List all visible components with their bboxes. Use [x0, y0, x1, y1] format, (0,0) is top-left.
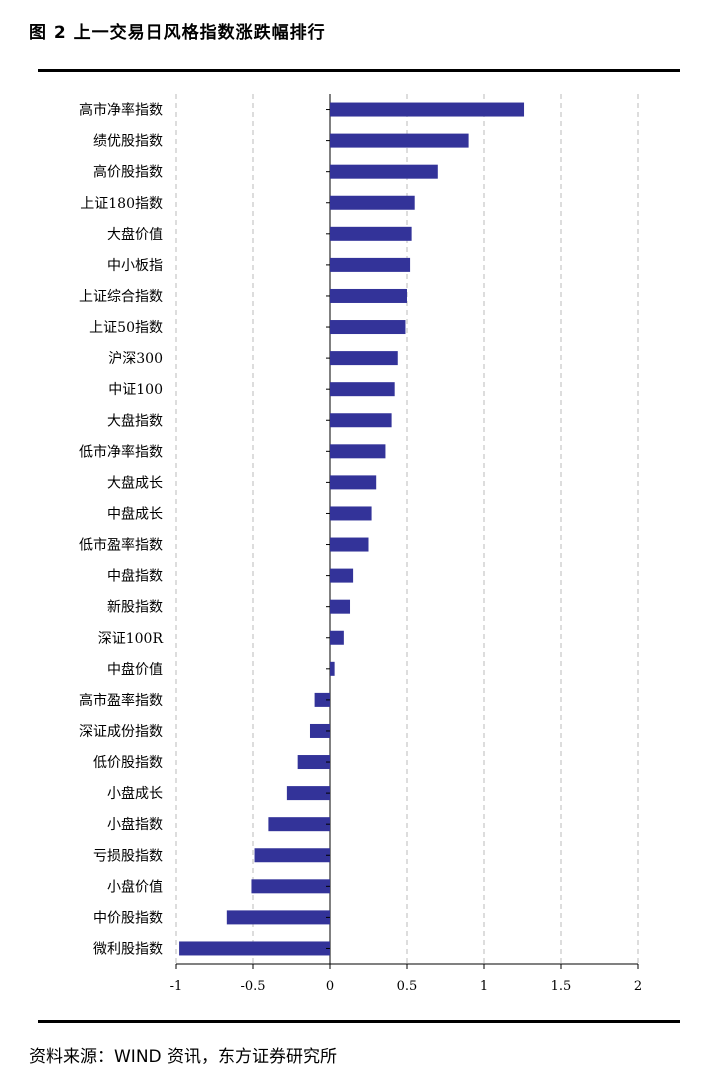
- category-label: 小盘成长: [107, 785, 163, 802]
- bar: [314, 692, 330, 707]
- category-label: 绩优股指数: [93, 134, 163, 150]
- category-label: 中盘价值: [107, 661, 163, 678]
- category-label: 大盘价值: [107, 226, 163, 243]
- bar: [330, 288, 407, 303]
- category-label: 深证100R: [98, 631, 164, 647]
- category-label: 大盘指数: [107, 412, 163, 429]
- bar: [330, 351, 398, 366]
- bar: [330, 568, 354, 583]
- x-tick-label: 1.5: [551, 979, 572, 994]
- category-label: 新股指数: [107, 600, 163, 616]
- category-label: 低价股指数: [93, 755, 163, 771]
- bar: [179, 941, 330, 956]
- bar: [330, 133, 469, 148]
- x-tick-label: -0.5: [240, 979, 265, 994]
- category-label: 中小板指: [107, 258, 163, 274]
- category-label: 高市净率指数: [79, 102, 163, 119]
- category-label: 上证50指数: [89, 320, 163, 336]
- category-label: 中证100: [108, 382, 163, 398]
- bar: [297, 755, 330, 770]
- category-label: 深证成份指数: [79, 724, 163, 740]
- top-divider: [38, 69, 680, 72]
- x-tick-label: 2: [634, 979, 642, 994]
- bar: [330, 226, 412, 241]
- bar: [251, 879, 330, 894]
- x-tick-label: 0: [326, 979, 334, 994]
- bar: [330, 413, 392, 428]
- category-label: 中盘指数: [107, 568, 163, 585]
- category-label: 低市盈率指数: [79, 537, 163, 554]
- bottom-divider: [38, 1020, 680, 1023]
- bar: [309, 723, 330, 738]
- category-label: 小盘指数: [107, 816, 163, 833]
- bar: [330, 320, 406, 335]
- bar: [330, 537, 369, 552]
- category-label: 中盘成长: [107, 505, 163, 522]
- bar: [330, 661, 335, 676]
- bar: [330, 630, 344, 645]
- bar-chart: -1 -0.5 0 0.5 1 1.5 2 高市净率指数绩优股指数高价股指数上证180指数大盘…: [79, 94, 642, 994]
- x-tick-label: 1: [480, 979, 488, 994]
- x-tick-label: 0.5: [397, 979, 418, 994]
- category-label: 中价股指数: [93, 910, 163, 926]
- bar: [330, 164, 438, 179]
- x-tick-label: -1: [170, 979, 183, 994]
- category-label: 沪深300: [108, 351, 163, 367]
- category-label: 微利股指数: [93, 941, 163, 957]
- bar: [330, 102, 525, 117]
- category-label: 低市净率指数: [79, 443, 163, 460]
- category-label: 小盘价值: [107, 878, 163, 895]
- bar: [330, 257, 411, 272]
- category-label: 亏损股指数: [93, 848, 163, 864]
- bar: [330, 195, 415, 210]
- bar: [254, 848, 330, 863]
- category-label: 上证综合指数: [79, 289, 163, 305]
- category-label: 上证180指数: [80, 196, 163, 212]
- bar: [330, 444, 386, 459]
- bar: [330, 382, 395, 397]
- figure-title: 图 2 上一交易日风格指数涨跌幅排行: [29, 23, 326, 43]
- category-label: 大盘成长: [107, 474, 163, 491]
- bar: [330, 599, 351, 614]
- category-label: 高价股指数: [93, 164, 163, 181]
- category-label: 高市盈率指数: [79, 692, 163, 709]
- bar: [268, 817, 330, 832]
- bar: [286, 786, 330, 801]
- bar: [330, 506, 372, 521]
- bar: [330, 475, 377, 490]
- bar: [226, 910, 330, 925]
- source-note: 资料来源：WIND 资讯，东方证券研究所: [29, 1047, 338, 1067]
